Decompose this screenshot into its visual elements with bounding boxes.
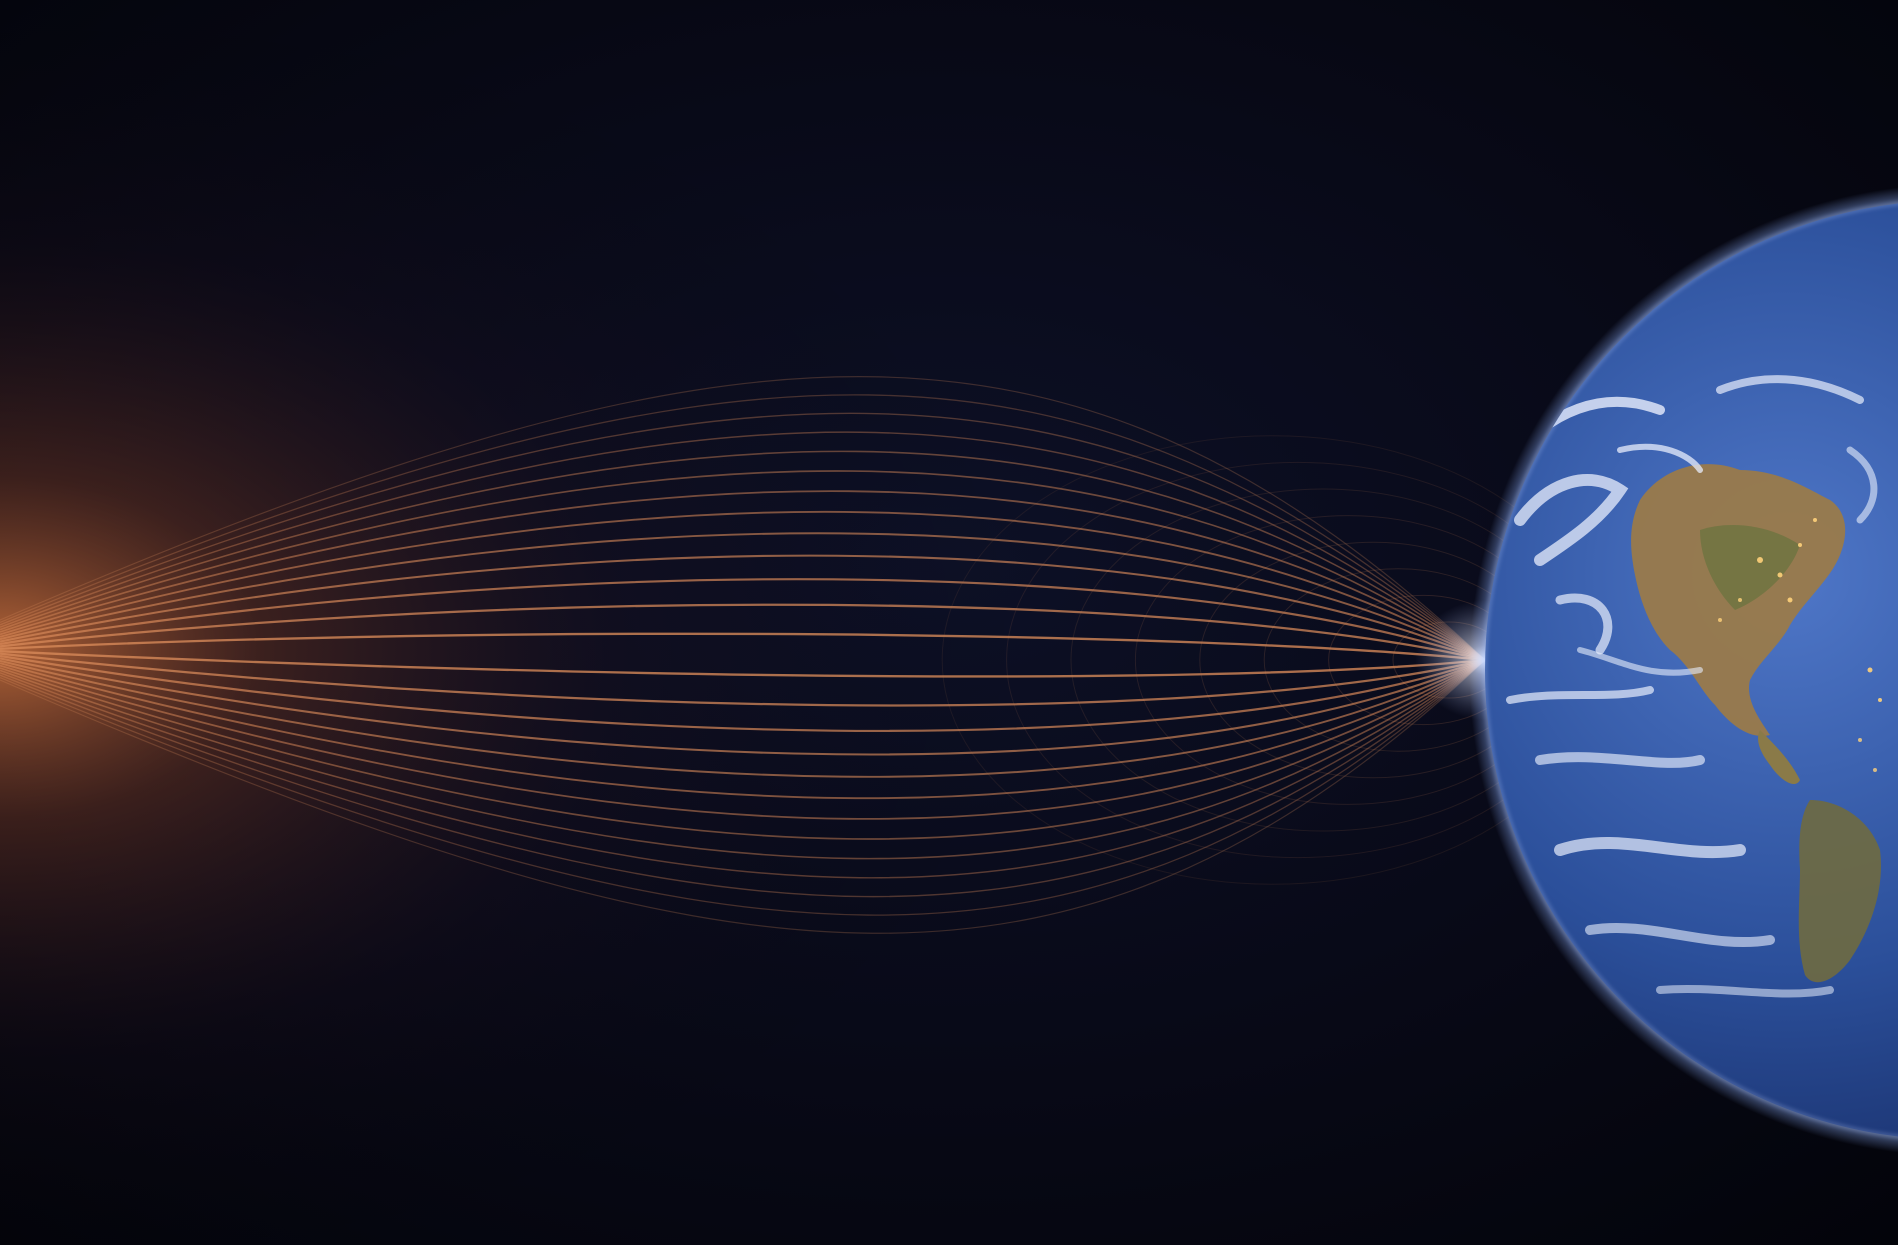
field-line bbox=[0, 657, 1486, 756]
field-line bbox=[0, 376, 1486, 661]
field-line bbox=[0, 431, 1486, 661]
field-line bbox=[0, 450, 1486, 661]
field-line bbox=[0, 490, 1486, 661]
magnetic-field-lines bbox=[0, 376, 1604, 934]
field-line bbox=[0, 659, 1486, 840]
field-line bbox=[0, 659, 1486, 820]
field-line bbox=[0, 659, 1486, 916]
field-line bbox=[0, 632, 1486, 662]
field-line bbox=[0, 470, 1486, 661]
field-line bbox=[0, 659, 1486, 879]
field-line bbox=[0, 650, 1486, 678]
field-line bbox=[0, 659, 1486, 898]
field-line bbox=[0, 659, 1486, 800]
field-line bbox=[0, 578, 1486, 662]
field-line bbox=[0, 554, 1486, 661]
field-line bbox=[0, 510, 1486, 661]
field-line bbox=[0, 603, 1486, 662]
field-line bbox=[0, 532, 1486, 661]
field-line bbox=[0, 659, 1486, 860]
field-line bbox=[0, 659, 1486, 778]
field-line bbox=[0, 412, 1486, 661]
field-line bbox=[0, 652, 1486, 707]
field-line bbox=[0, 394, 1486, 661]
field-line bbox=[0, 659, 1486, 934]
field-line bbox=[0, 654, 1486, 732]
